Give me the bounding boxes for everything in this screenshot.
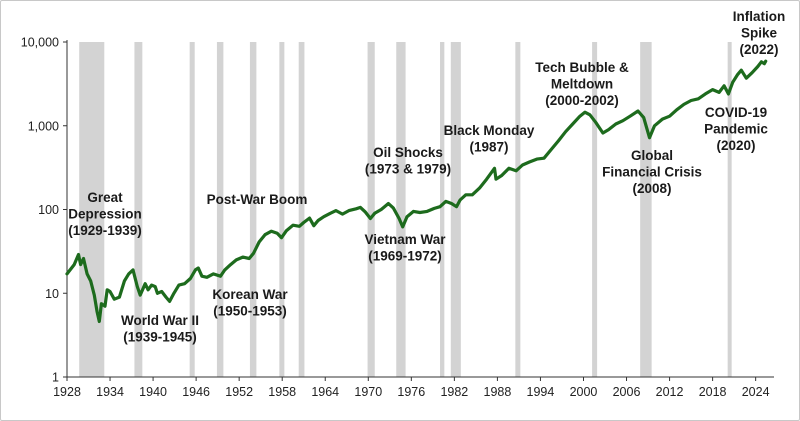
- x-tick-label-0: 1928: [53, 385, 81, 399]
- recession-band-6: [298, 42, 305, 377]
- recession-band-4: [249, 42, 257, 377]
- recession-band-10: [450, 42, 461, 377]
- recession-band-13: [640, 42, 652, 377]
- y-tick-label-3: 1,000: [28, 119, 59, 133]
- x-tick-label-13: 2006: [613, 385, 641, 399]
- recession-band-3: [216, 42, 224, 377]
- x-tick-label-9: 1982: [440, 385, 468, 399]
- x-tick-label-16: 2024: [742, 385, 770, 399]
- growth-line: [65, 59, 768, 324]
- recession-shading: [79, 42, 732, 377]
- x-tick-label-15: 2018: [699, 385, 727, 399]
- annotation-9: COVID-19 Pandemic (2020): [704, 105, 768, 153]
- x-tick-label-10: 1988: [484, 385, 512, 399]
- annotation-10: Inflation Spike (2022): [733, 9, 786, 57]
- annotation-0: Great Depression (1929-1939): [68, 190, 142, 238]
- recession-band-8: [396, 42, 406, 377]
- x-tick-label-11: 1994: [527, 385, 555, 399]
- x-tick-label-1: 1934: [96, 385, 124, 399]
- annotation-8: Global Financial Crisis (2008): [602, 148, 702, 196]
- y-tick-labels: 1 10 100 1,000 10,000: [21, 36, 59, 385]
- recession-band-9: [440, 42, 445, 377]
- annotation-4: Vietnam War (1969-1972): [364, 232, 446, 264]
- recession-band-14: [727, 42, 732, 377]
- axes: [63, 40, 774, 381]
- x-tick-label-12: 2000: [570, 385, 598, 399]
- recession-band-5: [279, 42, 285, 377]
- annotation-6: Black Monday (1987): [444, 123, 535, 155]
- recession-band-11: [515, 42, 521, 377]
- x-tick-label-2: 1940: [139, 385, 167, 399]
- y-tick-label-1: 10: [45, 287, 59, 301]
- x-tick-label-3: 1946: [182, 385, 210, 399]
- recession-band-2: [189, 42, 195, 377]
- annotation-1: World War II (1939-1945): [121, 313, 199, 345]
- annotations: Great Depression (1929-1939) World War II (1…: [68, 9, 785, 345]
- x-tick-label-7: 1970: [354, 385, 382, 399]
- x-tick-label-6: 1964: [311, 385, 339, 399]
- annotation-7: Tech Bubble & Meltdown (2000-2002): [535, 60, 629, 108]
- recession-band-1: [134, 42, 143, 377]
- x-tick-label-8: 1976: [397, 385, 425, 399]
- y-tick-label-0: 1: [52, 371, 59, 385]
- y-tick-label-4: 10,000: [21, 36, 59, 50]
- recession-band-7: [367, 42, 375, 377]
- annotation-5: Oil Shocks (1973 & 1979): [365, 145, 451, 177]
- y-tick-label-2: 100: [38, 203, 59, 217]
- recession-band-12: [592, 42, 598, 377]
- annotation-3: Korean War (1950-1953): [212, 287, 288, 319]
- x-tick-label-4: 1952: [225, 385, 253, 399]
- x-tick-labels: 1928 1934 1940 1946 1952 1958 1964 1970 1976 1982…: [53, 385, 770, 399]
- x-tick-label-14: 2012: [656, 385, 684, 399]
- annotation-2: Post-War Boom: [207, 192, 308, 207]
- x-tick-label-5: 1958: [268, 385, 296, 399]
